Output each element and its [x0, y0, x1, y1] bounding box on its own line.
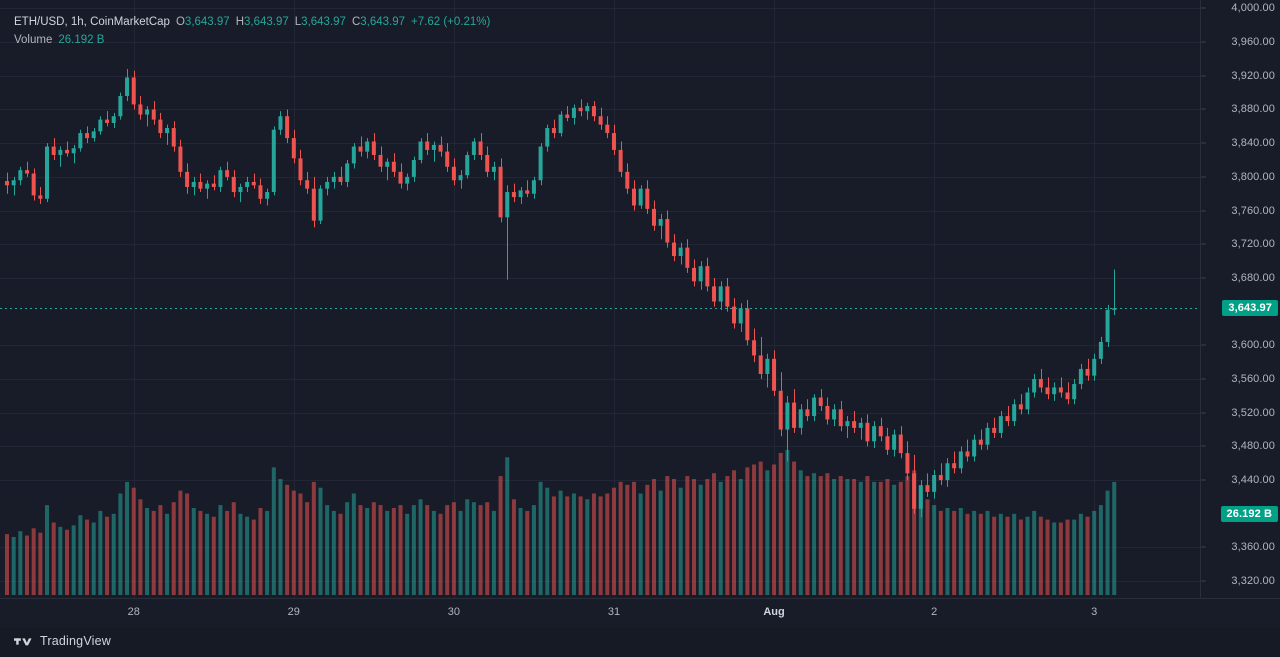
- tradingview-logo-text: TradingView: [40, 634, 111, 648]
- legend-exchange[interactable]: CoinMarketCap: [90, 16, 170, 28]
- price-tick-label: 3,840.00: [1231, 137, 1275, 150]
- price-tick-dash: [1201, 243, 1206, 245]
- price-tick-dash: [1201, 210, 1206, 212]
- chart-legend: ETH/USD, 1h, CoinMarketCap O3,643.97 H3,64…: [14, 14, 490, 48]
- legend-close-label: C: [351, 16, 361, 28]
- tradingview-logo-icon: [14, 637, 32, 645]
- price-tick-label: 3,520.00: [1231, 406, 1275, 419]
- price-tick-label: 3,960.00: [1231, 36, 1275, 49]
- legend-volume-value: 26.192 B: [58, 34, 105, 46]
- price-tick-label: 3,320.00: [1231, 575, 1275, 588]
- legend-ohlc-row: ETH/USD, 1h, CoinMarketCap O3,643.97 H3,64…: [14, 16, 491, 28]
- price-tick-label: 3,760.00: [1231, 204, 1275, 217]
- time-tick-label: 3: [1091, 606, 1098, 618]
- price-tick-dash: [1201, 176, 1206, 178]
- time-tick-label: Aug: [763, 606, 785, 618]
- legend-open-label: O: [175, 16, 185, 28]
- price-tick-dash: [1201, 344, 1206, 346]
- price-tick-dash: [1201, 479, 1206, 481]
- legend-low-value: 3,643.97: [301, 16, 346, 28]
- legend-volume-row: Volume 26.192 B: [14, 32, 490, 48]
- time-tick-label: 30: [447, 606, 460, 618]
- legend-interval[interactable]: 1h: [70, 16, 84, 28]
- chart-footer: TradingView: [0, 628, 1280, 657]
- price-tick-label: 3,720.00: [1231, 238, 1275, 251]
- time-tick-label: 2: [931, 606, 938, 618]
- time-axis[interactable]: 28 29 30 31 Aug 2 3: [0, 598, 1201, 629]
- price-tick-dash: [1201, 378, 1206, 380]
- volume-value-badge[interactable]: 26.192 B: [1220, 505, 1278, 522]
- price-line-overlay-layer: [0, 308, 1200, 309]
- price-tick-dash: [1201, 277, 1206, 279]
- current-price-badge[interactable]: 3,643.97: [1222, 300, 1278, 317]
- price-tick-dash: [1201, 41, 1206, 43]
- candlestick-series-layer: [5, 69, 1117, 595]
- time-axis-corner: [1200, 598, 1280, 629]
- legend-change-percent: (+0.21%): [443, 16, 491, 28]
- price-tick-dash: [1201, 75, 1206, 77]
- price-axis[interactable]: 4,000.00 3,960.00 3,920.00 3,880.00 3,840.00…: [1200, 0, 1280, 598]
- price-tick-dash: [1201, 7, 1206, 9]
- price-tick-dash: [1201, 142, 1206, 144]
- price-tick-label: 3,480.00: [1231, 440, 1275, 453]
- price-tick-label: 3,880.00: [1231, 103, 1275, 116]
- price-tick-label: 4,000.00: [1231, 2, 1275, 15]
- chart-plot-area[interactable]: [0, 0, 1200, 598]
- legend-high-label: H: [235, 16, 244, 28]
- legend-open-value: 3,643.97: [184, 16, 230, 28]
- tradingview-logo[interactable]: TradingView: [14, 634, 111, 648]
- price-tick-dash: [1201, 445, 1206, 447]
- legend-symbol[interactable]: ETH/USD: [14, 16, 65, 28]
- legend-high-value: 3,643.97: [244, 16, 289, 28]
- price-tick-label: 3,360.00: [1231, 541, 1275, 554]
- time-tick-label: 29: [287, 606, 300, 618]
- price-tick-dash: [1201, 412, 1206, 414]
- price-tick-label: 3,920.00: [1231, 69, 1275, 82]
- price-tick-dash: [1201, 108, 1206, 110]
- price-tick-label: 3,680.00: [1231, 271, 1275, 284]
- price-tick-dash: [1201, 580, 1206, 582]
- price-tick-label: 3,560.00: [1231, 373, 1275, 385]
- price-tick-label: 3,600.00: [1231, 339, 1275, 352]
- price-tick-dash: [1201, 546, 1206, 548]
- legend-close-value: 3,643.97: [360, 16, 406, 28]
- legend-low-label: L: [294, 16, 302, 28]
- legend-change-value: +7.62: [411, 16, 441, 28]
- price-tick-label: 3,440.00: [1231, 474, 1275, 487]
- price-tick-label: 3,800.00: [1231, 170, 1275, 183]
- time-tick-label: 28: [127, 606, 140, 618]
- legend-volume-label: Volume: [14, 34, 53, 46]
- time-tick-label: 31: [607, 606, 621, 618]
